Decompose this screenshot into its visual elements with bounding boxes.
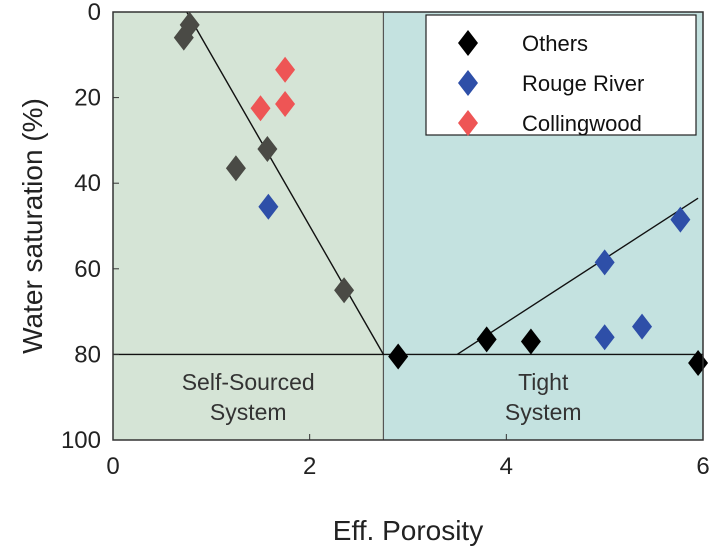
legend: Others Rouge River Collingwood [425, 14, 697, 136]
y-tick-label: 40 [74, 170, 101, 197]
point-series-2-4 [632, 313, 653, 340]
point-series-2-1 [594, 249, 615, 276]
trend-line-0 [186, 11, 385, 355]
y-axis-title: Water saturation (%) [17, 98, 48, 354]
region-0-background [113, 12, 384, 440]
x-axis-title: Eff. Porosity [333, 515, 483, 546]
region-0-label: Self-Sourced [182, 369, 315, 395]
point-series-0-0 [388, 343, 409, 370]
point-series-3-2 [275, 56, 296, 83]
x-tick-label: 4 [500, 453, 513, 480]
y-tick-label: 0 [88, 0, 101, 26]
point-series-0-2 [520, 328, 541, 355]
point-series-2-3 [594, 324, 615, 351]
point-series-3-0 [250, 95, 271, 122]
region-0-label: System [210, 399, 287, 425]
y-tick-label: 80 [74, 341, 101, 368]
point-series-0-1 [476, 326, 497, 353]
data-points [173, 11, 709, 376]
point-series-2-0 [258, 193, 279, 220]
trend-line-2 [456, 197, 699, 355]
legend-label: Collingwood [522, 111, 642, 136]
point-series-1-1 [179, 11, 200, 38]
point-series-1-4 [334, 277, 355, 304]
legend-marker [458, 30, 478, 56]
legend-marker [458, 110, 478, 136]
legend-label: Rouge River [522, 71, 644, 96]
plot-frame [112, 11, 704, 441]
x-tick-label: 6 [696, 453, 709, 480]
y-tick-label: 60 [74, 256, 101, 283]
point-series-1-2 [225, 155, 246, 182]
region-labels: Self-Sourced System Tight System [182, 369, 582, 425]
legend-label: Others [522, 31, 588, 56]
region-1-label: Tight [518, 369, 569, 395]
y-tick-label: 20 [74, 85, 101, 112]
region-1-label: System [505, 399, 582, 425]
point-series-2-2 [670, 206, 691, 233]
point-series-3-1 [275, 91, 296, 118]
x-tick-label: 0 [106, 453, 119, 480]
y-tick-label: 100 [61, 427, 101, 454]
point-series-1-3 [257, 135, 278, 162]
trend-lines [113, 11, 703, 356]
legend-marker [458, 70, 478, 96]
x-tick-label: 2 [303, 453, 316, 480]
